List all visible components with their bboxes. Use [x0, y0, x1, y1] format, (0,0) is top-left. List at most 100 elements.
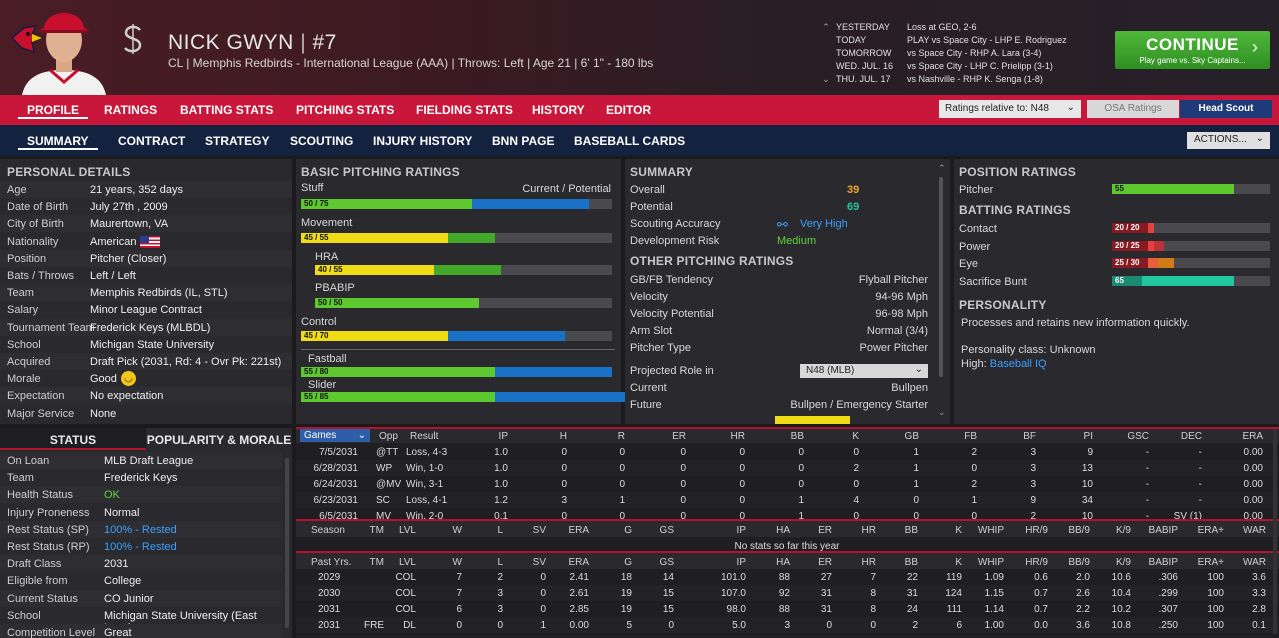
season-column-header: W	[453, 525, 463, 536]
head-scout-button[interactable]: Head Scout	[1180, 100, 1272, 118]
tab-batting-stats[interactable]: BATTING STATS	[180, 103, 274, 117]
games-dropdown[interactable]: Games ⌄	[300, 429, 370, 442]
projected-role-dropdown[interactable]: N48 (MLB) ⌄	[800, 364, 928, 378]
chevron-down-icon[interactable]: ⌄	[822, 74, 830, 84]
stats-scrollbar[interactable]	[1273, 429, 1277, 634]
scouting-accuracy-value: Very High	[800, 218, 848, 230]
tab-strategy[interactable]: STRATEGY	[205, 134, 270, 148]
other-rating-label: GB/FB Tendency	[630, 274, 713, 286]
chevron-up-icon[interactable]: ⌃	[822, 22, 830, 32]
games-column-header: DEC	[1181, 431, 1202, 442]
actions-dropdown[interactable]: ACTIONS... ⌄	[1187, 132, 1270, 149]
game-cell: 0.00	[1244, 495, 1264, 506]
past-season-cell: 10.4	[1112, 588, 1132, 599]
past-season-row[interactable]	[296, 601, 1279, 617]
status-value: Great	[104, 627, 132, 638]
game-row[interactable]	[296, 492, 1279, 508]
schedule-row[interactable]: WED. JUL. 16 vs Space City - LHP C. Priel…	[836, 61, 1053, 71]
potential-rating-fill	[494, 367, 612, 377]
pitching-rating-bar: 40 / 55	[315, 265, 612, 275]
chevron-up-icon[interactable]: ⌃	[938, 163, 946, 173]
past-season-cell: 2.41	[570, 572, 590, 583]
tab-summary[interactable]: SUMMARY	[18, 134, 98, 150]
schedule-row[interactable]: TODAY PLAY vs Space City - LHP E. Rodrigu…	[836, 35, 1067, 45]
season-column-header: ERA+	[1198, 525, 1225, 536]
past-season-row[interactable]	[296, 617, 1279, 633]
season-column-header: HR/9	[1025, 525, 1048, 536]
past-season-cell: 1.15	[985, 588, 1005, 599]
past-season-row[interactable]	[296, 569, 1279, 585]
continue-button[interactable]: CONTINUE Play game vs. Sky Captains... ›	[1115, 31, 1270, 69]
tab-contract[interactable]: CONTRACT	[118, 134, 186, 148]
tab-scouting[interactable]: SCOUTING	[290, 134, 354, 148]
season-column-header: K/9	[1116, 525, 1131, 536]
current-rating-fill	[301, 367, 495, 377]
batting-rating-label: Eye	[959, 258, 978, 270]
pitching-rating-name: Movement	[301, 217, 353, 229]
current-rating-fill	[301, 331, 449, 341]
game-row[interactable]	[296, 476, 1279, 492]
games-column-header: FB	[964, 431, 977, 442]
status-row: Health Status OK	[0, 486, 282, 504]
chevron-down-icon: ⌄	[1255, 133, 1264, 144]
pitching-rating-bar: 45 / 55	[301, 233, 612, 243]
game-cell: 13	[1082, 463, 1094, 474]
tab-editor[interactable]: EDITOR	[606, 103, 652, 117]
chevron-down-icon[interactable]: ⌄	[938, 407, 946, 417]
season-column-header: ERA	[568, 557, 589, 568]
season-column-header: G	[624, 525, 632, 536]
tab-status[interactable]: STATUS	[0, 428, 146, 450]
schedule-row[interactable]: ⌃ YESTERDAY Loss at GEO, 2-6	[816, 21, 1117, 34]
osa-ratings-button[interactable]: OSA Ratings	[1087, 100, 1179, 118]
past-season-cell: 0	[668, 620, 674, 631]
detail-label: School	[7, 338, 41, 351]
game-cell: -	[1199, 447, 1202, 458]
past-season-cell: 0	[540, 604, 546, 615]
season-column-header: WAR	[1243, 525, 1266, 536]
summary-panel: SUMMARY Overall 39 Potential 69 Scouting…	[625, 159, 950, 424]
sub-tab-bar: SUMMARY CONTRACT STRATEGY SCOUTING INJUR…	[0, 125, 1279, 156]
ratings-relative-dropdown[interactable]: Ratings relative to: N48 ⌄	[939, 100, 1081, 118]
past-season-cell: 0	[497, 620, 503, 631]
pitching-rating-name: Slider	[308, 379, 337, 391]
games-header-bg	[296, 427, 1279, 443]
status-row: Rest Status (SP) 100% - Rested	[0, 520, 282, 538]
tab-pitching-stats[interactable]: PITCHING STATS	[296, 103, 395, 117]
tab-profile[interactable]: PROFILE	[18, 103, 89, 119]
potential-rating-fill	[1154, 240, 1165, 251]
game-cell: 1.2	[494, 495, 508, 506]
past-season-cell: COL	[395, 572, 416, 583]
past-season-row[interactable]	[296, 585, 1279, 601]
game-cell: 9	[1087, 447, 1093, 458]
status-scrollbar[interactable]	[285, 458, 289, 628]
batting-rating-bar: 25 / 30	[1112, 258, 1270, 268]
game-row[interactable]	[296, 460, 1279, 476]
game-cell: 0	[680, 511, 686, 522]
future-role-value: Bullpen / Emergency Starter	[790, 399, 928, 411]
detail-value: Left / Left	[90, 270, 136, 282]
past-season-cell: 2	[497, 572, 503, 583]
tab-bnn-page[interactable]: BNN PAGE	[492, 134, 555, 148]
schedule-row[interactable]: ⌄ THU. JUL. 17 vs Nashville - RHP K. Senga…	[816, 73, 1117, 86]
season-column-header: L	[497, 557, 503, 568]
summary-scrollbar[interactable]: ⌃ ⌄	[938, 163, 946, 419]
tab-fielding-stats[interactable]: FIELDING STATS	[416, 103, 513, 117]
personality-class: Personality class: Unknown	[961, 344, 1096, 356]
tab-history[interactable]: HISTORY	[532, 103, 585, 117]
status-label: Team	[7, 472, 34, 485]
s-logo-icon	[124, 24, 142, 54]
schedule-row[interactable]: TOMORROW vs Space City - RHP A. Lara (3-4…	[836, 48, 1042, 58]
game-cell: 0.00	[1244, 447, 1264, 458]
future-role-label: Future	[630, 399, 662, 411]
tab-popularity-morale[interactable]: POPULARITY & MORALE	[146, 428, 292, 450]
season-column-header: L	[497, 525, 503, 536]
status-row: Current Status CO Junior	[0, 589, 282, 607]
game-cell: SV (1)	[1174, 511, 1202, 522]
game-cell: 1	[913, 447, 919, 458]
past-season-cell: 27	[821, 572, 833, 583]
status-value: OK	[104, 489, 120, 502]
game-row[interactable]	[296, 444, 1279, 460]
tab-baseball-cards[interactable]: BASEBALL CARDS	[574, 134, 686, 148]
tab-ratings[interactable]: RATINGS	[104, 103, 158, 117]
tab-injury-history[interactable]: INJURY HISTORY	[373, 134, 473, 148]
